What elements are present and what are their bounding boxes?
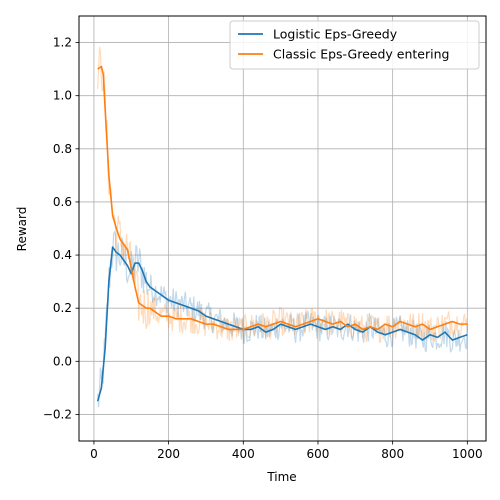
legend: Logistic Eps-Greedy Classic Eps-Greedy en… [229, 20, 480, 70]
legend-box [229, 20, 480, 70]
y-tick-label: 0.4 [53, 248, 72, 262]
x-tick-label: 600 [307, 447, 330, 461]
y-tick-label: 0.8 [53, 142, 72, 156]
y-tick-label: 1.0 [53, 89, 72, 103]
series-line-1 [97, 65, 468, 331]
x-tick-label: 0 [90, 447, 98, 461]
series-line-0 [96, 246, 468, 402]
noise-band-0 [97, 230, 468, 408]
x-tick-label: 800 [381, 447, 404, 461]
series-lines [96, 65, 468, 402]
legend-label-0: Logistic Eps-Greedy [273, 27, 398, 42]
legend-label-1: Classic Eps-Greedy entering [273, 47, 449, 62]
x-axis-ticks: 0 200 400 600 800 1000 [90, 441, 483, 461]
y-tick-label: −0.2 [43, 407, 72, 421]
y-tick-label: 1.2 [53, 36, 72, 50]
x-tick-label: 1000 [452, 447, 483, 461]
x-axis-label: Time [266, 470, 296, 484]
plot-frame [78, 15, 487, 442]
x-tick-label: 200 [157, 447, 180, 461]
y-axis-label: Reward [15, 207, 29, 252]
y-tick-label: 0.2 [53, 301, 72, 315]
x-tick-label: 400 [232, 447, 255, 461]
y-tick-label: 0.6 [53, 195, 72, 209]
y-axis-ticks: −0.2 0.0 0.2 0.4 0.6 0.8 1.0 1.2 [43, 36, 79, 421]
y-tick-label: 0.0 [53, 354, 72, 368]
